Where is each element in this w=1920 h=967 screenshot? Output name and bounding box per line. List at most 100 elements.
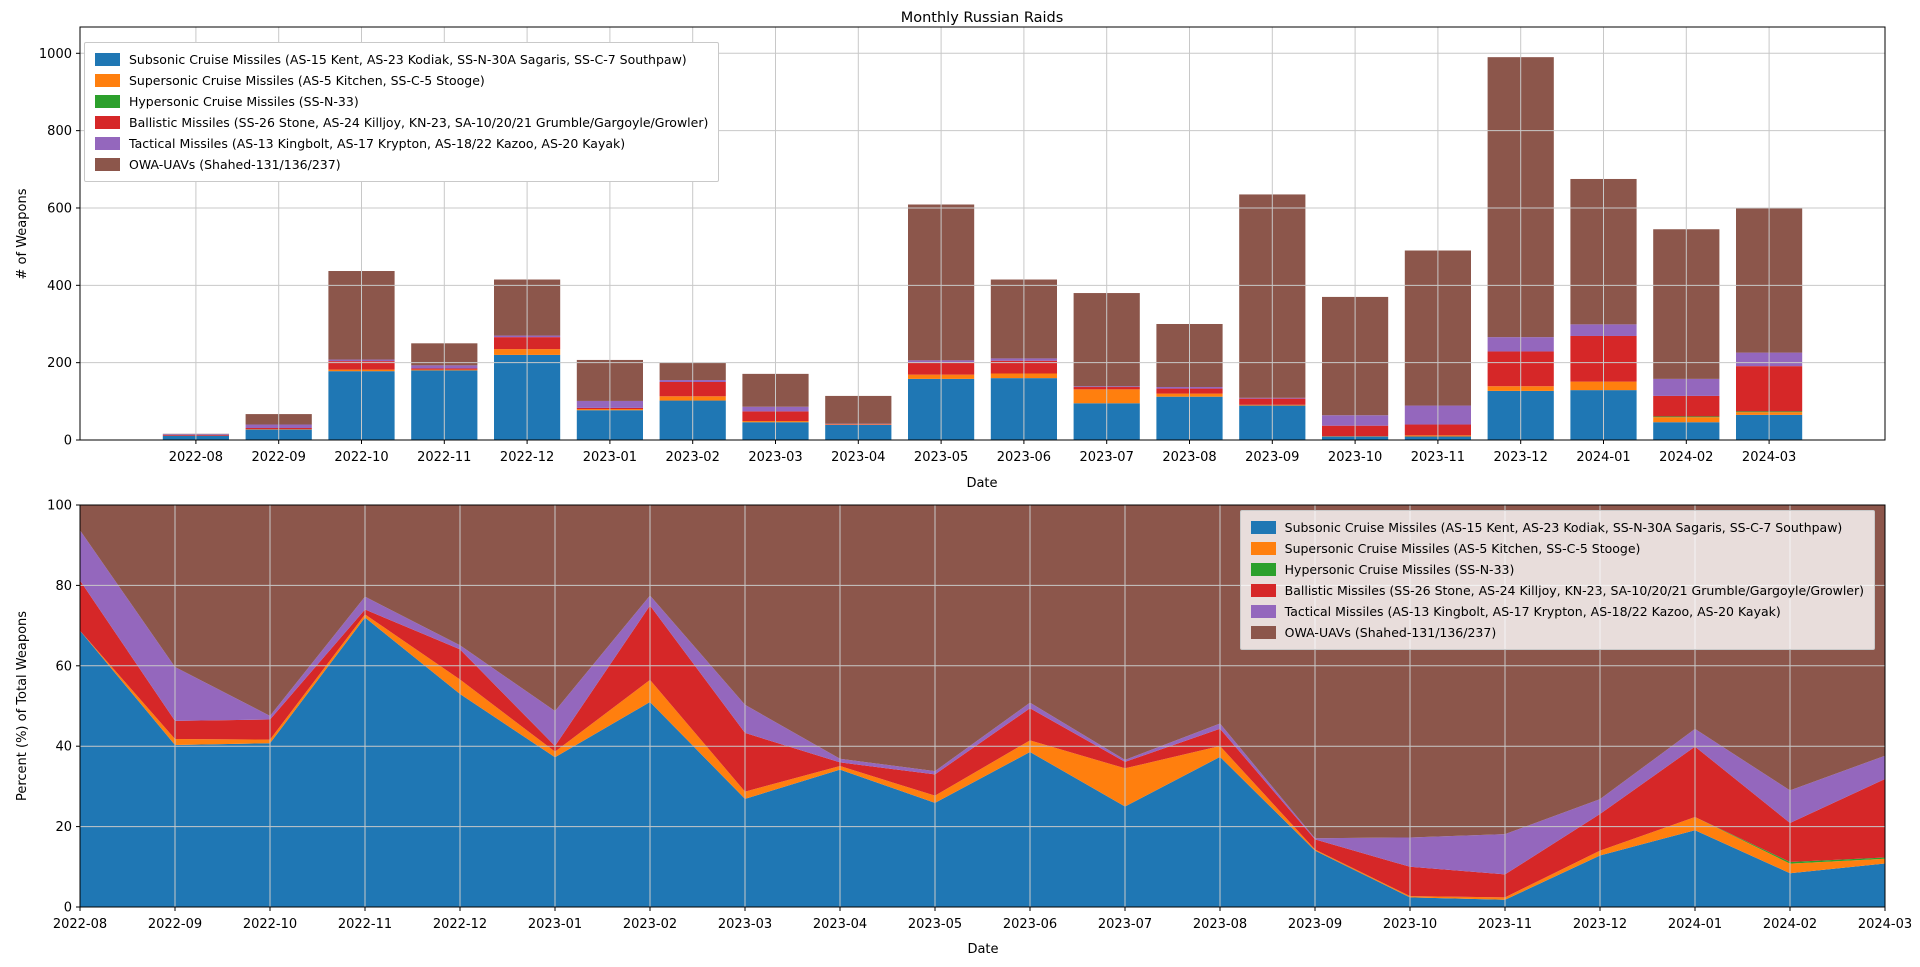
legend-label: Supersonic Cruise Missiles (AS-5 Kitchen…: [1284, 541, 1641, 556]
legend-swatch-tactical: [95, 137, 120, 150]
y-tick-label: 40: [55, 740, 72, 755]
y-tick-label: 600: [47, 201, 72, 216]
x-tick-label: 2024-02: [1659, 450, 1713, 465]
x-tick-label: 2022-09: [252, 450, 306, 465]
top-chart-xlabel: Date: [966, 476, 997, 491]
x-tick-label: 2023-01: [528, 917, 582, 932]
legend-swatch-hypersonic: [1250, 563, 1276, 576]
legend-item: Tactical Missiles (AS-13 Kingbolt, AS-17…: [95, 133, 708, 154]
legend-label: Supersonic Cruise Missiles (AS-5 Kitchen…: [129, 73, 485, 88]
x-tick-label: 2023-02: [666, 450, 720, 465]
top-chart-title: Monthly Russian Raids: [901, 10, 1064, 26]
legend-swatch-owa_uav: [1250, 626, 1276, 639]
legend-swatch-ballistic: [1250, 584, 1276, 597]
x-tick-label: 2022-08: [53, 917, 107, 932]
x-tick-label: 2023-06: [997, 450, 1051, 465]
legend-swatch-hypersonic: [95, 95, 120, 108]
legend-item: Hypersonic Cruise Missiles (SS-N-33): [1250, 559, 1864, 580]
top-bar-chart-axes: 0 200 400 600 800 1000 2022-08 2022-09 2022-10 20…: [39, 26, 1886, 465]
x-tick-label: 2023-03: [718, 917, 772, 932]
y-tick-label: 20: [55, 820, 72, 835]
legend-label: Ballistic Missiles (SS-26 Stone, AS-24 K…: [1284, 583, 1864, 598]
x-tick-label: 2023-05: [914, 450, 968, 465]
legend-label: Subsonic Cruise Missiles (AS-15 Kent, AS…: [1284, 520, 1843, 535]
top-chart-legend: Subsonic Cruise Missiles (AS-15 Kent, AS…: [84, 42, 720, 182]
x-tick-label: 2022-10: [334, 450, 388, 465]
legend-swatch-owa_uav: [95, 158, 120, 171]
bottom-chart-ylabel: Percent (%) of Total Weapons: [15, 611, 30, 801]
legend-swatch-ballistic: [95, 116, 120, 129]
legend-swatch-supersonic: [95, 74, 120, 87]
x-tick-label: 2023-11: [1478, 917, 1532, 932]
x-tick-label: 2023-01: [583, 450, 637, 465]
legend-item: Subsonic Cruise Missiles (AS-15 Kent, AS…: [1250, 517, 1864, 538]
legend-item: Ballistic Missiles (SS-26 Stone, AS-24 K…: [1250, 580, 1864, 601]
area-subsonic: [80, 617, 1885, 907]
x-tick-label: 2023-04: [831, 450, 885, 465]
x-tick-label: 2023-12: [1573, 917, 1627, 932]
x-tick-label: 2024-01: [1668, 917, 1722, 932]
x-tick-label: 2023-09: [1288, 917, 1342, 932]
legend-item: Hypersonic Cruise Missiles (SS-N-33): [95, 91, 708, 112]
x-tick-label: 2022-12: [433, 917, 487, 932]
x-tick-label: 2022-12: [500, 450, 554, 465]
y-tick-label: 100: [47, 499, 72, 514]
x-tick-label: 2023-07: [1098, 917, 1152, 932]
x-tick-label: 2023-04: [813, 917, 867, 932]
bottom-area-chart-axes: 0 20 40 60 80 100 2022-08 2022-09 2022-10 2022-11…: [47, 499, 1912, 933]
x-tick-label: 2022-10: [243, 917, 297, 932]
legend-item: OWA-UAVs (Shahed-131/136/237): [1250, 622, 1864, 643]
legend-label: Ballistic Missiles (SS-26 Stone, AS-24 K…: [129, 115, 709, 130]
bottom-chart-legend: Subsonic Cruise Missiles (AS-15 Kent, AS…: [1239, 510, 1875, 650]
x-tick-label: 2023-06: [1003, 917, 1057, 932]
plot-border: [79, 504, 1886, 908]
legend-swatch-subsonic: [95, 53, 120, 66]
x-tick-label: 2024-03: [1742, 450, 1796, 465]
y-tick-label: 200: [47, 356, 72, 371]
y-tick-label: 80: [55, 579, 72, 594]
legend-label: Hypersonic Cruise Missiles (SS-N-33): [129, 94, 359, 109]
y-tick-label: 0: [64, 901, 72, 916]
x-tick-label: 2023-02: [623, 917, 677, 932]
legend-item: Subsonic Cruise Missiles (AS-15 Kent, AS…: [95, 49, 708, 70]
y-tick-label: 60: [55, 659, 72, 674]
legend-item: Supersonic Cruise Missiles (AS-5 Kitchen…: [1250, 538, 1864, 559]
x-tick-label: 2022-11: [417, 450, 471, 465]
x-tick-label: 2023-07: [1080, 450, 1134, 465]
legend-swatch-supersonic: [1250, 542, 1276, 555]
legend-item: Ballistic Missiles (SS-26 Stone, AS-24 K…: [95, 112, 708, 133]
legend-item: Supersonic Cruise Missiles (AS-5 Kitchen…: [95, 70, 708, 91]
x-tick-label: 2024-03: [1858, 917, 1912, 932]
legend-label: Tactical Missiles (AS-13 Kingbolt, AS-17…: [129, 136, 626, 151]
x-tick-label: 2023-09: [1245, 450, 1299, 465]
y-tick-label: 0: [64, 434, 72, 449]
x-tick-label: 2023-05: [908, 917, 962, 932]
bottom-chart-xlabel: Date: [967, 942, 998, 957]
legend-item: OWA-UAVs (Shahed-131/136/237): [95, 154, 708, 175]
plot-border: [79, 26, 1886, 441]
x-tick-label: 2023-08: [1162, 450, 1216, 465]
legend-label: OWA-UAVs (Shahed-131/136/237): [129, 157, 341, 172]
legend-label: Hypersonic Cruise Missiles (SS-N-33): [1284, 562, 1515, 577]
top-chart-ylabel: # of Weapons: [15, 188, 30, 279]
x-tick-label: 2022-11: [338, 917, 392, 932]
x-tick-label: 2023-12: [1494, 450, 1548, 465]
legend-swatch-tactical: [1250, 605, 1276, 618]
x-tick-label: 2023-10: [1383, 917, 1437, 932]
y-tick-label: 800: [47, 124, 72, 139]
legend-label: Tactical Missiles (AS-13 Kingbolt, AS-17…: [1284, 604, 1781, 619]
x-tick-label: 2023-03: [748, 450, 802, 465]
y-tick-label: 1000: [39, 47, 72, 62]
x-tick-label: 2024-02: [1763, 917, 1817, 932]
legend-swatch-subsonic: [1250, 521, 1276, 534]
legend-label: Subsonic Cruise Missiles (AS-15 Kent, AS…: [129, 52, 687, 67]
x-tick-label: 2022-08: [169, 450, 223, 465]
y-tick-label: 400: [47, 279, 72, 294]
legend-item: Tactical Missiles (AS-13 Kingbolt, AS-17…: [1250, 601, 1864, 622]
x-tick-label: 2023-10: [1328, 450, 1382, 465]
legend-label: OWA-UAVs (Shahed-131/136/237): [1284, 625, 1497, 640]
x-tick-label: 2022-09: [148, 917, 202, 932]
x-tick-label: 2023-11: [1411, 450, 1465, 465]
x-tick-label: 2024-01: [1576, 450, 1630, 465]
